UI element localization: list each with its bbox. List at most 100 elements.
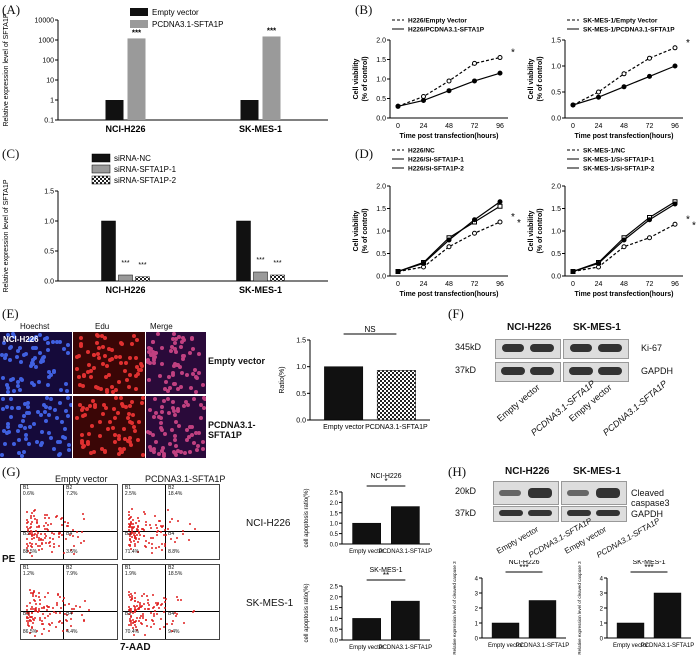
y-tick-label: 0.0 — [330, 543, 339, 549]
event-dot — [48, 516, 51, 519]
significance-label: * — [517, 218, 521, 229]
event-dot — [30, 537, 33, 540]
cell-nucleus — [57, 439, 62, 444]
event-dot — [26, 605, 29, 608]
event-dot — [138, 534, 141, 537]
bar — [101, 220, 116, 282]
event-dot — [143, 513, 146, 516]
cell-nucleus — [153, 411, 158, 416]
event-dot — [39, 538, 42, 541]
event-dot — [41, 632, 44, 635]
quadrant-label: B3 — [124, 611, 132, 618]
event-dot — [25, 511, 28, 514]
event-dot — [79, 606, 82, 609]
cell-nucleus — [121, 427, 126, 432]
cell-nucleus — [43, 410, 48, 415]
h-group-sk-mes-1: SK-MES-1 — [573, 466, 621, 477]
y-tick-label: 1000 — [38, 38, 54, 45]
y-tick-label: 0.0 — [551, 274, 561, 281]
chart-title: NCI-H226 — [508, 560, 539, 566]
cell-nucleus — [159, 427, 164, 432]
event-dot — [37, 609, 40, 612]
protein-ki67: Ki-67 — [641, 343, 663, 353]
cell-nucleus — [190, 433, 195, 438]
cell-nucleus — [188, 450, 193, 455]
event-dot — [156, 603, 159, 606]
event-dot — [43, 616, 46, 619]
cell-nucleus — [191, 397, 196, 402]
event-dot — [50, 622, 53, 625]
event-dot — [39, 619, 42, 622]
event-dot — [132, 611, 134, 614]
event-dot — [133, 611, 136, 614]
cell-nucleus — [162, 432, 167, 437]
cell-nucleus — [24, 352, 29, 357]
event-dot — [133, 544, 136, 547]
cell-nucleus — [19, 424, 24, 429]
cell-nucleus — [177, 335, 182, 340]
event-dot — [132, 621, 135, 624]
bar — [653, 592, 682, 639]
event-dot — [129, 524, 132, 527]
event-dot — [51, 606, 54, 609]
data-point — [570, 102, 576, 108]
event-dot — [131, 596, 134, 599]
cell-nucleus — [77, 375, 82, 380]
event-dot — [145, 521, 148, 524]
event-dot — [167, 508, 170, 511]
cell-nucleus — [140, 453, 145, 458]
cell-nucleus — [132, 429, 137, 434]
cell-nucleus — [172, 332, 177, 337]
cell-nucleus — [125, 416, 130, 421]
cell-nucleus — [68, 402, 72, 407]
cell-nucleus — [38, 333, 43, 338]
y-tick-label: 0.5 — [376, 251, 386, 258]
event-dot — [46, 609, 49, 612]
cell-nucleus — [146, 346, 151, 351]
cell-nucleus — [159, 420, 164, 425]
cell-nucleus — [85, 439, 90, 444]
event-dot — [75, 531, 78, 534]
cell-nucleus — [47, 374, 52, 379]
cell-nucleus — [6, 422, 11, 427]
event-dot — [128, 538, 131, 541]
cell-nucleus — [131, 333, 136, 338]
event-dot — [174, 540, 177, 543]
event-dot — [133, 605, 136, 608]
legend-label: SK-MES-1/NC — [583, 148, 626, 155]
event-dot — [128, 522, 131, 525]
event-dot — [36, 532, 39, 535]
cell-nucleus — [135, 371, 140, 376]
y-tick-label: 1.5 — [376, 206, 386, 213]
event-dot — [163, 533, 166, 536]
event-dot — [135, 605, 138, 608]
x-axis-label: Time post transfection(hours) — [574, 133, 673, 140]
cell-nucleus — [156, 452, 161, 457]
event-dot — [30, 520, 33, 523]
x-tick-label: 0 — [396, 281, 400, 288]
event-dot — [145, 625, 148, 628]
cell-nucleus — [21, 449, 26, 454]
event-dot — [79, 542, 82, 545]
cell-nucleus — [166, 375, 171, 380]
event-dot — [141, 615, 144, 618]
quadrant-label: B3 — [22, 611, 30, 618]
event-dot — [42, 607, 45, 610]
marker-345kd: 345kD — [455, 342, 482, 352]
series-line — [572, 47, 676, 106]
event-dot — [182, 533, 185, 536]
event-dot — [55, 516, 58, 519]
cell-nucleus — [163, 387, 168, 392]
event-dot — [149, 524, 152, 527]
event-dot — [137, 607, 140, 610]
cell-nucleus — [31, 382, 36, 387]
event-dot — [45, 514, 48, 517]
event-dot — [129, 610, 132, 613]
cell-nucleus — [117, 452, 122, 457]
cell-nucleus — [140, 396, 145, 401]
cell-nucleus — [35, 409, 40, 414]
event-dot — [142, 617, 145, 620]
event-dot — [41, 613, 44, 616]
event-dot — [26, 549, 29, 552]
cell-nucleus — [181, 404, 186, 409]
